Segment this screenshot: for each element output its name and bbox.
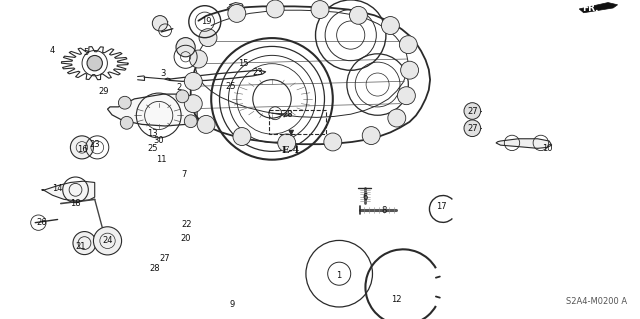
Circle shape (73, 232, 96, 255)
Text: 23: 23 (90, 140, 100, 149)
Circle shape (401, 61, 419, 79)
Polygon shape (42, 181, 95, 201)
Text: 28: 28 (283, 110, 293, 119)
Text: 11: 11 (156, 155, 166, 164)
Circle shape (464, 120, 481, 137)
Text: 17: 17 (436, 202, 447, 211)
Circle shape (324, 133, 342, 151)
Circle shape (176, 38, 195, 57)
Circle shape (184, 95, 202, 113)
Circle shape (184, 72, 202, 90)
Text: 6: 6 (362, 193, 367, 202)
Circle shape (184, 115, 197, 128)
Text: 23: 23 (252, 68, 262, 77)
Text: 12: 12 (392, 295, 402, 304)
Circle shape (152, 16, 168, 31)
Circle shape (397, 87, 415, 105)
Circle shape (266, 0, 284, 18)
Circle shape (176, 90, 189, 103)
Text: 14: 14 (52, 184, 63, 193)
Text: 24: 24 (102, 236, 113, 245)
Circle shape (362, 127, 380, 145)
Text: 27: 27 (467, 107, 477, 115)
Circle shape (199, 29, 217, 47)
Text: 26: 26 (36, 218, 47, 227)
Circle shape (189, 50, 207, 68)
Text: 29: 29 (99, 87, 109, 96)
Circle shape (388, 109, 406, 127)
Text: FR.: FR. (582, 4, 599, 13)
Text: 13: 13 (147, 129, 157, 138)
Text: 27: 27 (160, 254, 170, 263)
Circle shape (118, 96, 131, 109)
Text: 8: 8 (381, 206, 387, 215)
Text: 25: 25 (147, 144, 157, 153)
Text: 20: 20 (180, 234, 191, 243)
Text: E-4: E-4 (282, 146, 300, 155)
Text: 28: 28 (150, 264, 160, 273)
Text: 21: 21 (76, 242, 86, 251)
Text: 22: 22 (182, 220, 192, 229)
Polygon shape (108, 94, 197, 126)
Text: 5: 5 (84, 48, 89, 57)
Circle shape (311, 1, 329, 19)
Bar (269, 110, 326, 134)
Text: 1: 1 (337, 271, 342, 280)
Polygon shape (229, 3, 243, 7)
Circle shape (197, 115, 215, 133)
Text: 3: 3 (161, 69, 166, 78)
Text: 19: 19 (201, 17, 211, 26)
Circle shape (381, 17, 399, 34)
Circle shape (70, 136, 93, 159)
Circle shape (233, 128, 251, 145)
Circle shape (464, 103, 481, 119)
Text: 2: 2 (177, 83, 182, 92)
Text: 18: 18 (70, 199, 81, 208)
Text: 10: 10 (542, 144, 552, 153)
Text: 4: 4 (50, 46, 55, 55)
Text: 15: 15 (238, 59, 248, 68)
Text: 27: 27 (467, 124, 477, 133)
Text: 30: 30 (154, 136, 164, 145)
Text: 7: 7 (182, 170, 187, 179)
Circle shape (120, 116, 133, 129)
Circle shape (87, 56, 102, 71)
Polygon shape (579, 3, 618, 13)
Circle shape (399, 36, 417, 54)
Polygon shape (496, 139, 552, 148)
Text: S2A4-M0200 A: S2A4-M0200 A (566, 297, 627, 306)
Circle shape (93, 227, 122, 255)
Circle shape (278, 134, 296, 152)
Text: 25: 25 (225, 82, 236, 91)
Circle shape (228, 4, 246, 22)
Text: 16: 16 (77, 145, 87, 154)
Text: 9: 9 (229, 300, 234, 309)
Circle shape (349, 6, 367, 24)
